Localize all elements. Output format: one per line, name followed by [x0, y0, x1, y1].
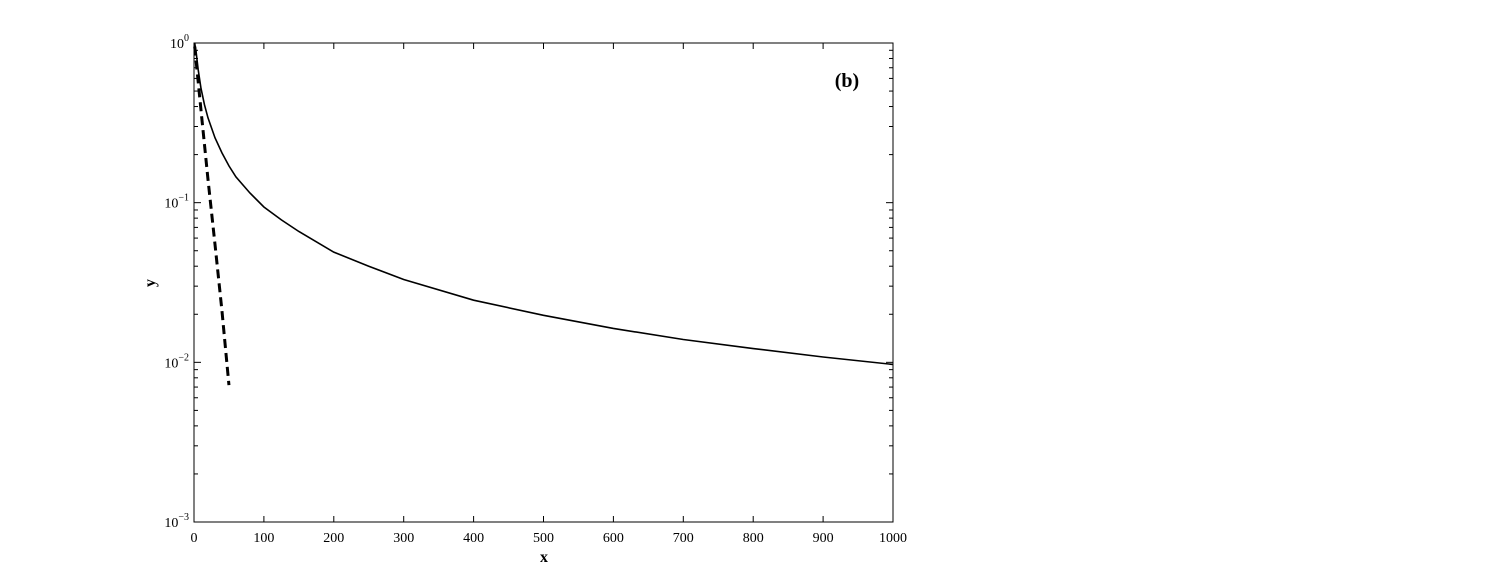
x-tick-label: 100 [253, 531, 274, 546]
y-axis-ticks: 100 10−1 10−2 10−3 [164, 33, 893, 531]
solid-series-line [193, 42, 894, 366]
y-tick-label: 10−3 [164, 512, 189, 531]
x-tick-label: 0 [191, 531, 198, 546]
x-tick-label: 600 [603, 531, 624, 546]
x-tick-label: 1000 [879, 531, 907, 546]
y-axis-title: y [142, 279, 159, 287]
y-tick-label: 10−1 [164, 193, 189, 212]
y-tick-label: 100 [170, 33, 189, 52]
plot-frame [193, 42, 894, 523]
x-tick-label: 800 [743, 531, 764, 546]
x-tick-label: 300 [393, 531, 414, 546]
y-tick-label: 10−2 [164, 352, 189, 371]
x-axis-title: x [540, 549, 548, 566]
dashed-series-line [193, 46, 231, 386]
x-tick-label: 700 [673, 531, 694, 546]
x-tick-label: 500 [533, 531, 554, 546]
x-tick-label: 900 [813, 531, 834, 546]
x-tick-label: 400 [463, 531, 484, 546]
series-layer [193, 42, 894, 386]
x-axis-ticks: 0 100 200 300 400 500 600 700 800 900 1000 [191, 43, 907, 546]
x-tick-label: 200 [323, 531, 344, 546]
panel-label: (b) [835, 70, 859, 92]
